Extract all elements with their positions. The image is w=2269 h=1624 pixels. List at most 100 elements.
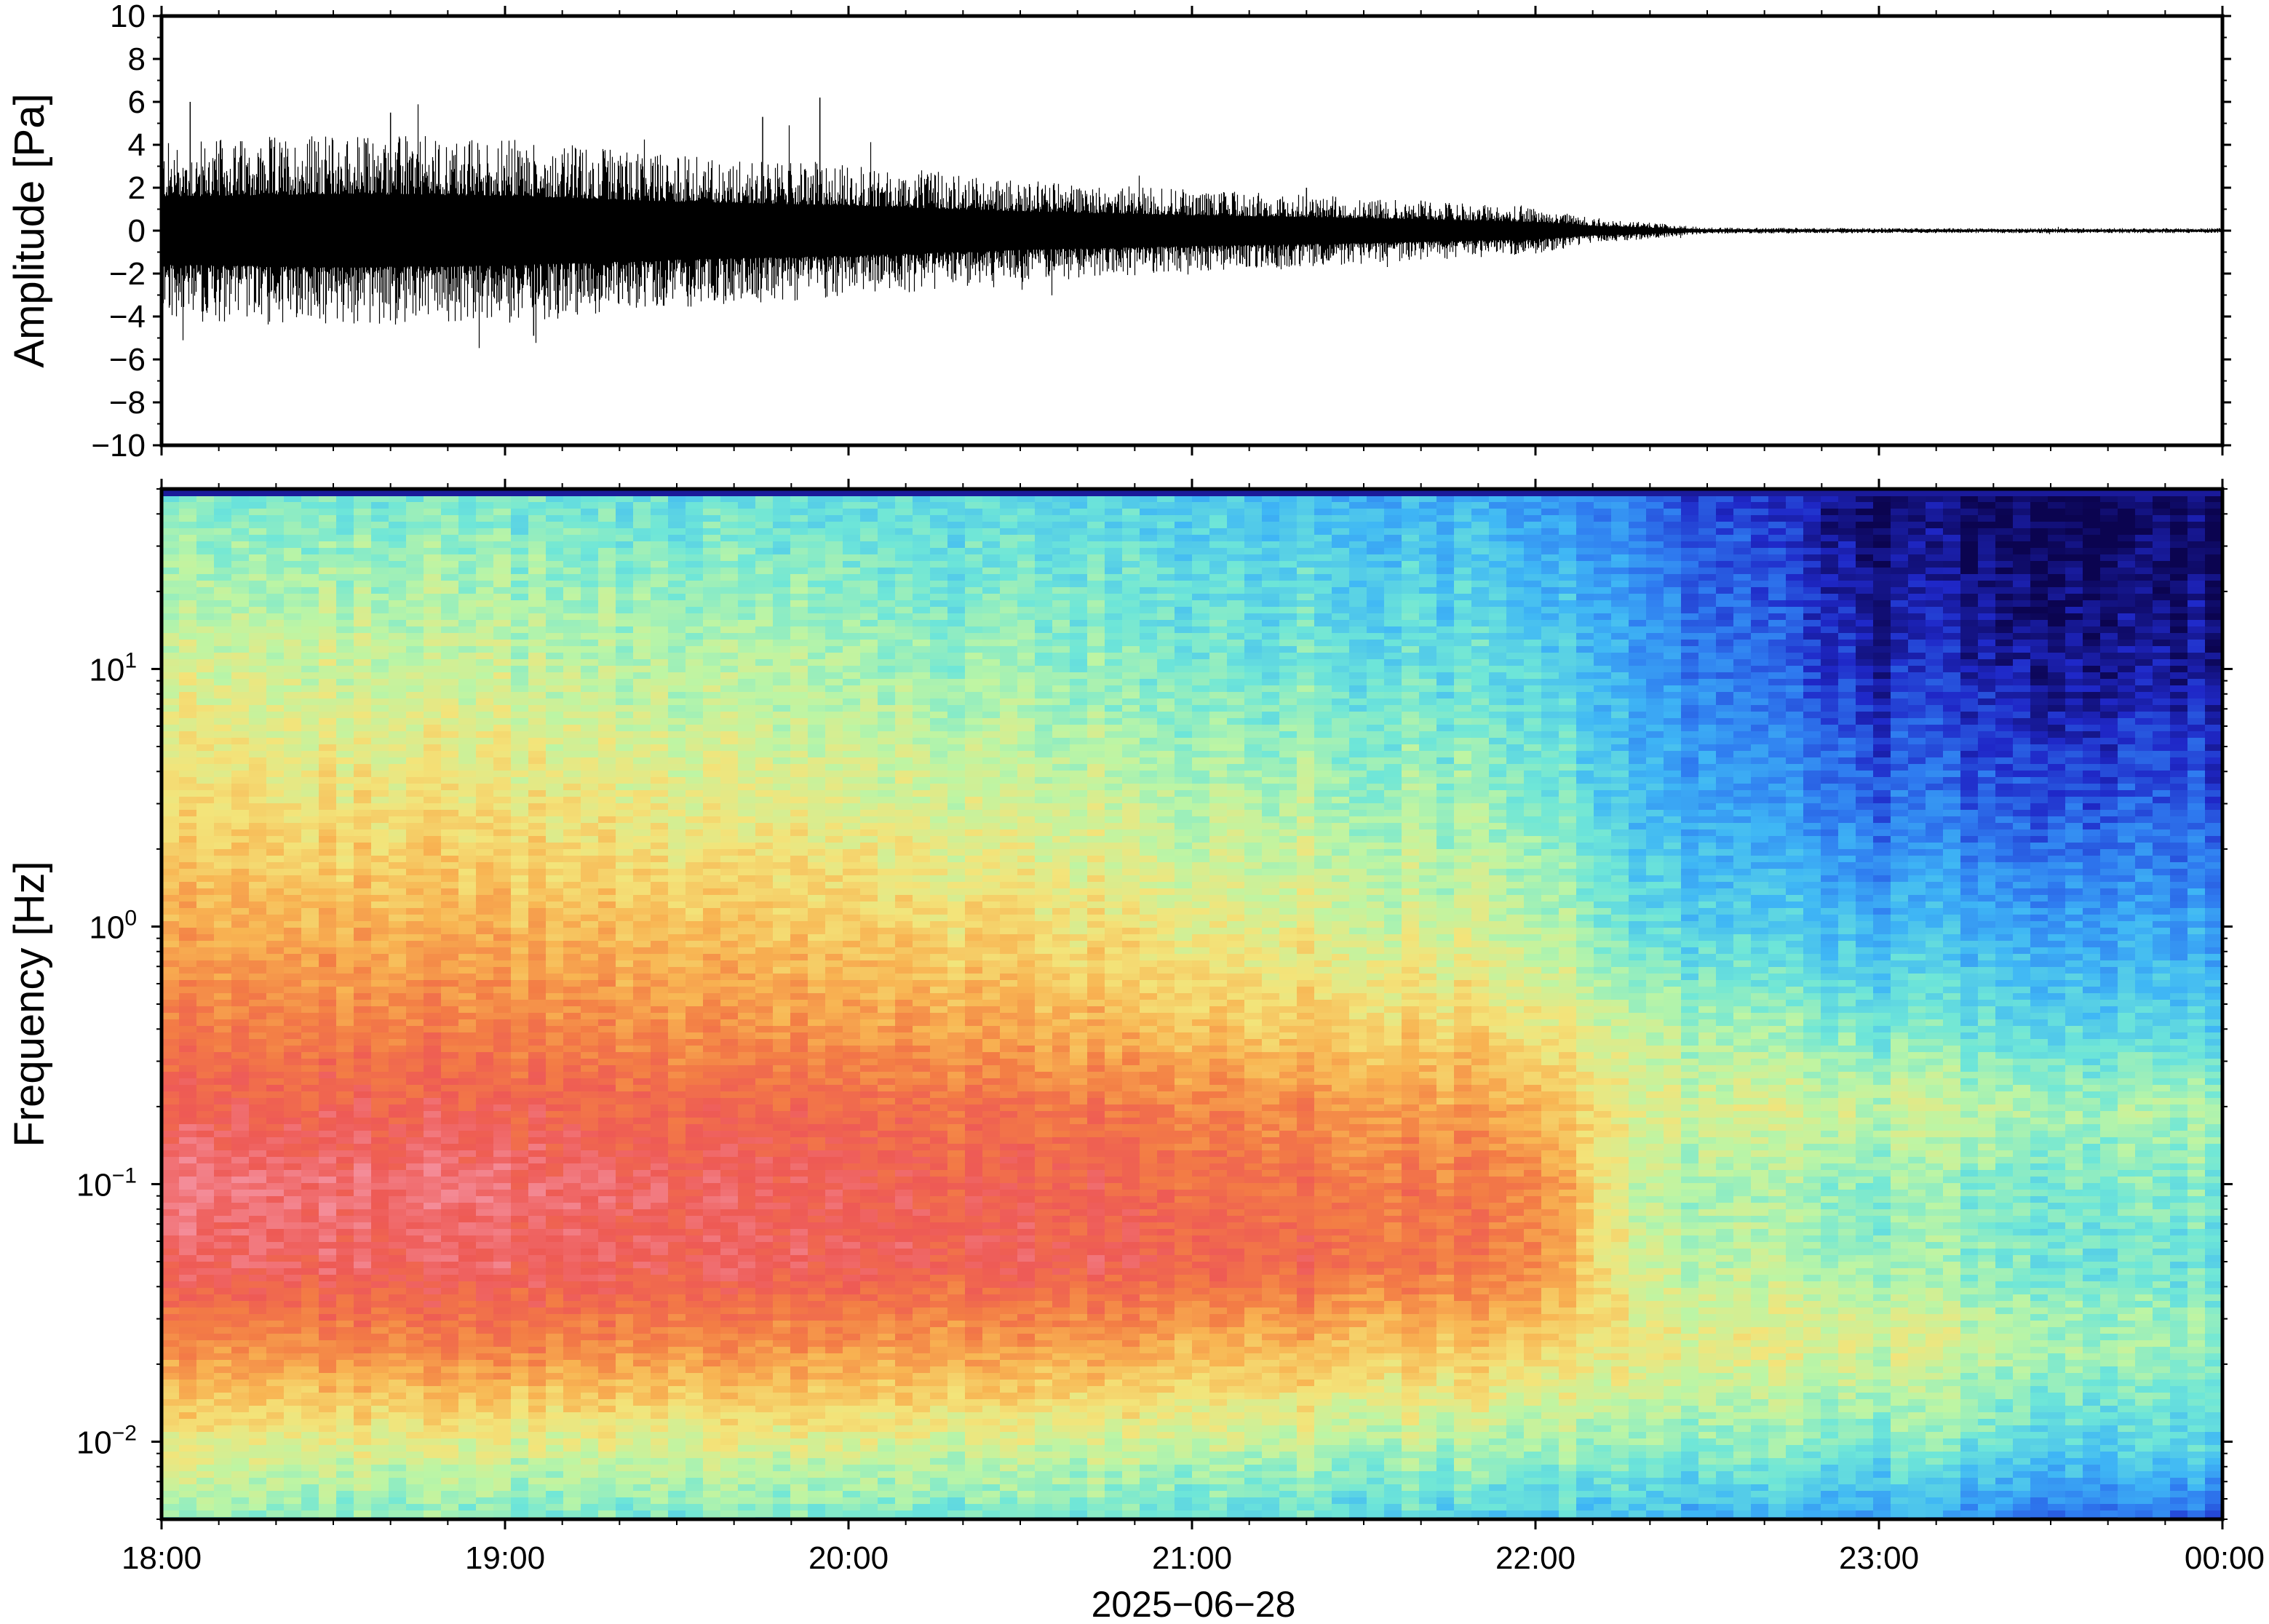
- spectrogram-cell: [336, 1065, 354, 1072]
- spectrogram-cell: [546, 705, 564, 712]
- spectrogram-cell: [441, 1262, 459, 1269]
- spectrogram-cell: [336, 613, 354, 621]
- spectrogram-cell: [528, 718, 547, 725]
- spectrogram-cell: [668, 941, 686, 948]
- spectrogram-cell: [458, 1085, 477, 1092]
- spectrogram-cell: [249, 1386, 267, 1393]
- spectrogram-cell: [476, 823, 494, 830]
- spectrogram-cell: [458, 1465, 477, 1472]
- spectrogram-cell: [231, 1046, 250, 1053]
- spectrogram-cell: [546, 646, 564, 653]
- spectrogram-cell: [284, 1163, 302, 1171]
- spectrogram-cell: [406, 1085, 424, 1092]
- spectrogram-cell: [196, 731, 215, 739]
- spectrogram-cell: [162, 1235, 180, 1243]
- spectrogram-cell: [458, 1510, 477, 1518]
- spectrogram-cell: [214, 613, 232, 621]
- spectrogram-cell: [249, 1013, 267, 1020]
- spectrogram-cell: [214, 620, 232, 627]
- spectrogram-cell: [493, 1085, 512, 1092]
- spectrogram-cell: [511, 843, 529, 850]
- spectrogram-cell: [266, 659, 285, 666]
- spectrogram-cell: [371, 698, 389, 706]
- spectrogram-cell: [528, 1281, 547, 1289]
- spectrogram-cell: [651, 1209, 669, 1217]
- spectrogram-cell: [371, 1471, 389, 1478]
- spectrogram-cell: [616, 960, 634, 968]
- spectrogram-cell: [581, 980, 599, 987]
- spectrogram-cell: [354, 1111, 372, 1118]
- spectrogram-cell: [266, 1078, 285, 1086]
- spectrogram-cell: [336, 666, 354, 673]
- spectrogram-cell: [651, 1144, 669, 1151]
- spectrogram-cell: [354, 600, 372, 608]
- spectrogram-cell: [598, 1209, 616, 1217]
- spectrogram-cell: [336, 1222, 354, 1230]
- spectrogram-cell: [563, 613, 581, 621]
- spectrogram-cell: [162, 653, 180, 660]
- spectrogram-cell: [424, 1032, 442, 1040]
- spectrogram-cell: [179, 640, 197, 647]
- spectrogram-cell: [546, 502, 564, 509]
- spectrogram-cell: [406, 993, 424, 1000]
- spectrogram-cell: [668, 1046, 686, 1053]
- spectrogram-cell: [441, 1360, 459, 1367]
- spectrogram-cell: [581, 1366, 599, 1374]
- spectrogram-cell: [668, 1491, 686, 1498]
- spectrogram-cell: [511, 574, 529, 581]
- spectrogram-cell: [214, 1393, 232, 1400]
- spectrogram-cell: [493, 633, 512, 640]
- spectrogram-cell: [441, 1432, 459, 1439]
- spectrogram-cell: [651, 1249, 669, 1256]
- spectrogram-cell: [301, 574, 319, 581]
- spectrogram-cell: [336, 1393, 354, 1400]
- spectrogram-cell: [214, 554, 232, 562]
- spectrogram-cell: [493, 829, 512, 837]
- spectrogram-cell: [458, 1203, 477, 1210]
- spectrogram-cell: [354, 757, 372, 765]
- spectrogram-cell: [651, 1360, 669, 1367]
- spectrogram-cell: [511, 1242, 529, 1249]
- spectrogram-cell: [458, 1150, 477, 1158]
- spectrogram-cell: [231, 908, 250, 915]
- spectrogram-cell: [162, 1406, 180, 1413]
- spectrogram-cell: [581, 712, 599, 719]
- spectrogram-cell: [511, 1360, 529, 1367]
- spectrogram-cell: [441, 594, 459, 601]
- spectrogram-cell: [616, 797, 634, 804]
- spectrogram-cell: [266, 1504, 285, 1511]
- spectrogram-cell: [249, 1301, 267, 1308]
- spectrogram-cell: [668, 515, 686, 522]
- spectrogram-cell: [581, 1504, 599, 1511]
- spectrogram-cell: [493, 1091, 512, 1099]
- spectrogram-cell: [301, 712, 319, 719]
- spectrogram-cell: [406, 1340, 424, 1348]
- spectrogram-cell: [231, 862, 250, 869]
- spectrogram-cell: [441, 568, 459, 575]
- spectrogram-cell: [633, 515, 651, 522]
- spectrogram-cell: [546, 1242, 564, 1249]
- spectrogram-cell: [266, 1491, 285, 1498]
- spectrogram-cell: [249, 640, 267, 647]
- spectrogram-cell: [389, 1019, 407, 1027]
- spectrogram-cell: [162, 1478, 180, 1485]
- spectrogram-cell: [616, 947, 634, 955]
- spectrogram-cell: [528, 1484, 547, 1492]
- spectrogram-cell: [319, 901, 337, 909]
- spectrogram-cell: [511, 980, 529, 987]
- spectrogram-cell: [651, 568, 669, 575]
- spectrogram-cell: [686, 738, 704, 745]
- spectrogram-cell: [319, 587, 337, 594]
- spectrogram-cell: [336, 901, 354, 909]
- spectrogram-cell: [214, 1124, 232, 1131]
- spectrogram-cell: [354, 1157, 372, 1164]
- spectrogram-cell: [493, 849, 512, 856]
- spectrogram-cell: [196, 1347, 215, 1354]
- spectrogram-cell: [371, 928, 389, 935]
- spectrogram-cell: [371, 1399, 389, 1406]
- spectrogram-cell: [598, 1275, 616, 1282]
- spectrogram-cell: [371, 1452, 389, 1459]
- spectrogram-cell: [301, 1177, 319, 1184]
- spectrogram-cell: [179, 692, 197, 699]
- spectrogram-cell: [179, 1216, 197, 1223]
